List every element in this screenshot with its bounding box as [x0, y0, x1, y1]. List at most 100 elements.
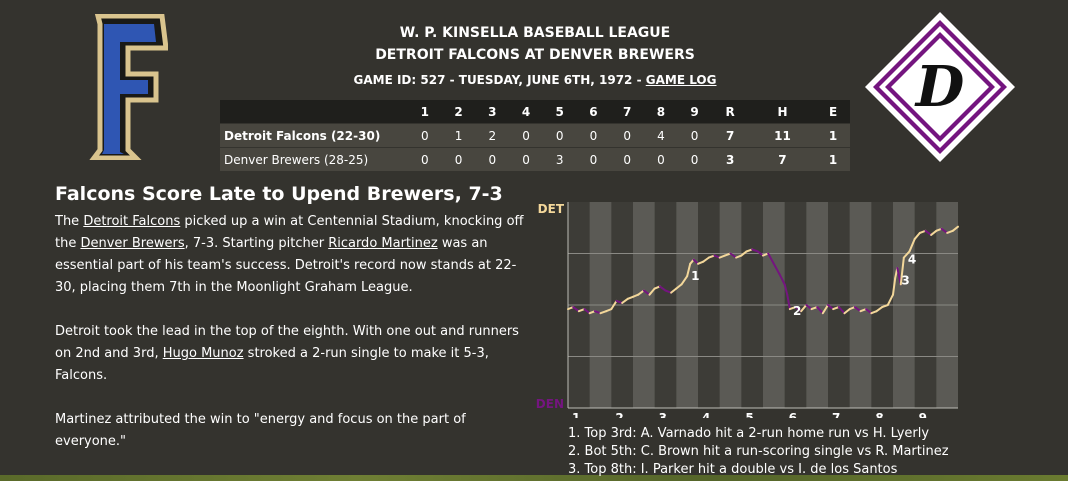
inning-2-runs: 1	[454, 128, 463, 143]
wp-line-segment	[786, 293, 791, 311]
wp-line-segment	[642, 289, 651, 296]
wp-line-segment	[930, 229, 938, 236]
inning-2-runs: 0	[454, 152, 463, 167]
key-plays-list: 1. Top 3rd: A. Varnado hit a 2-run home …	[568, 425, 949, 479]
inning-6-runs: 0	[589, 152, 598, 167]
key-play-3: 3. Top 8th: I. Parker hit a double vs I.…	[568, 462, 898, 477]
wp-line-segment	[843, 308, 851, 315]
article-paragraph-1: The Detroit Falcons picked up a win at C…	[55, 211, 525, 299]
wp-line-segment	[729, 252, 738, 259]
stat-header-h: H	[777, 104, 788, 119]
wp-line-segment	[924, 229, 933, 236]
wp-line-segment	[837, 306, 846, 315]
inning-header-9: 9	[690, 104, 699, 119]
wp-line-segment	[658, 285, 667, 292]
matchup-title: DETROIT FALCONS AT DENVER BREWERS	[375, 47, 695, 63]
x-tick-label: 3	[659, 411, 667, 418]
x-tick-label: 4	[702, 411, 710, 418]
inning-header-3: 3	[488, 104, 497, 119]
team-name: Denver Brewers (28-25)	[224, 152, 369, 167]
wp-line-segment	[583, 308, 591, 315]
league-title: W. P. KINSELLA BASEBALL LEAGUE	[399, 25, 671, 41]
wp-line-segment	[670, 287, 678, 294]
x-tick-label: 7	[832, 411, 840, 418]
wp-line-segment	[702, 256, 710, 263]
linescore-header-row: 1 2 3 4 5 6 7 8 9 R H E	[220, 100, 850, 124]
key-play-marker: 4	[908, 253, 916, 267]
article-body: The Detroit Falcons picked up a win at C…	[55, 211, 525, 475]
text: picked up a win at Centennial Stadium, k…	[55, 214, 524, 251]
wp-line-segment	[940, 227, 949, 234]
key-play-marker: 1	[691, 269, 699, 283]
det-axis-label: DET	[538, 202, 565, 216]
inning-header-2: 2	[454, 104, 463, 119]
wp-line-segment	[908, 238, 916, 253]
team-link-denver[interactable]: Denver Brewers	[80, 236, 185, 251]
inning-6-runs: 0	[589, 128, 598, 143]
inning-header-7: 7	[622, 104, 632, 119]
key-play-marker: 2	[793, 304, 801, 318]
game-id-date: GAME ID: 527 - TUESDAY, JUNE 6TH, 1972 -	[353, 73, 646, 87]
linescore-row: Denver Brewers (28-25) 0 0 0 0 3 0 0 0 0 3 7 1	[220, 147, 850, 171]
x-tick-label: 6	[789, 411, 797, 418]
wp-line-segment	[886, 293, 894, 306]
runs-total: 7	[725, 128, 735, 143]
stat-header-r: R	[725, 104, 735, 119]
wp-line-segment	[794, 306, 803, 313]
wp-line-segment	[816, 306, 824, 315]
linescore-row: Detroit Falcons (22-30) 0 1 2 0 0 0 0 4 0 7 11 1	[220, 123, 850, 148]
wp-line-segment	[637, 289, 645, 296]
article-paragraph-2: Detroit took the lead in the top of the …	[55, 321, 525, 387]
wp-line-segment	[783, 283, 789, 296]
brewers-logo-letter: D	[914, 54, 965, 120]
wp-line-segment	[740, 250, 748, 257]
errors-total: 1	[828, 128, 838, 143]
wp-line-segment	[913, 231, 921, 241]
player-link-munoz[interactable]: Hugo Munoz	[162, 346, 244, 361]
den-axis-label: DEN	[536, 397, 564, 411]
inning-3-runs: 2	[488, 128, 497, 143]
wp-line-segment	[610, 299, 618, 311]
linescore-table: 1 2 3 4 5 6 7 8 9 R H E Detroit Falcons (22-30) 0 1 2 0…	[220, 100, 850, 171]
hits-total: 11	[774, 128, 791, 143]
inning-header-4: 4	[521, 104, 531, 119]
stat-header-e: E	[828, 104, 838, 119]
wp-line-segment	[648, 287, 656, 296]
wp-line-segment	[902, 250, 911, 259]
wp-line-segment	[865, 308, 873, 315]
game-info: GAME ID: 527 - TUESDAY, JUNE 6TH, 1972 -…	[220, 73, 850, 87]
text: , 7-3. Starting pitcher	[184, 236, 329, 251]
grass-strip	[0, 475, 1068, 481]
falcons-logo	[89, 14, 168, 160]
wp-line-segment	[800, 304, 808, 313]
win-probability-chart: DET DEN 1 2 3 4 1 2 3 4 5 6 7 8 9	[536, 202, 959, 418]
wp-line-segment	[772, 262, 781, 276]
inning-7-runs: 0	[623, 128, 631, 143]
inning-3-runs: 0	[488, 152, 497, 167]
inning-7-runs: 0	[623, 152, 631, 167]
key-play-2: 2. Bot 5th: C. Brown hit a run-scoring s…	[568, 444, 949, 459]
player-link-martinez[interactable]: Ricardo Martinez	[328, 236, 438, 251]
inning-9-runs: 0	[690, 152, 699, 167]
inning-header-8: 8	[656, 104, 666, 119]
wp-line-segment	[853, 306, 862, 313]
game-log-link[interactable]: GAME LOG	[645, 73, 717, 87]
wp-line-segment	[892, 277, 897, 296]
inning-8-runs: 4	[657, 128, 665, 143]
team-link-detroit[interactable]: Detroit Falcons	[83, 214, 181, 229]
runs-total: 3	[725, 152, 735, 167]
x-tick-label: 9	[919, 411, 927, 418]
inning-5-runs: 0	[555, 128, 564, 143]
wp-line-segment	[899, 256, 905, 286]
inning-4-runs: 0	[522, 152, 530, 167]
wp-line-segment	[621, 297, 629, 304]
inning-header-6: 6	[589, 104, 598, 119]
key-play-1: 1. Top 3rd: A. Varnado hit a 2-run home …	[568, 426, 930, 441]
wp-line-segment	[951, 225, 959, 232]
text: The	[55, 214, 84, 229]
team-name: Detroit Falcons (22-30)	[224, 128, 381, 143]
text: stroked a 2-run single to make it 5-3, F…	[55, 346, 489, 383]
wp-line-segment	[767, 252, 775, 265]
inning-1-runs: 0	[421, 128, 429, 143]
inning-1-runs: 0	[421, 152, 429, 167]
